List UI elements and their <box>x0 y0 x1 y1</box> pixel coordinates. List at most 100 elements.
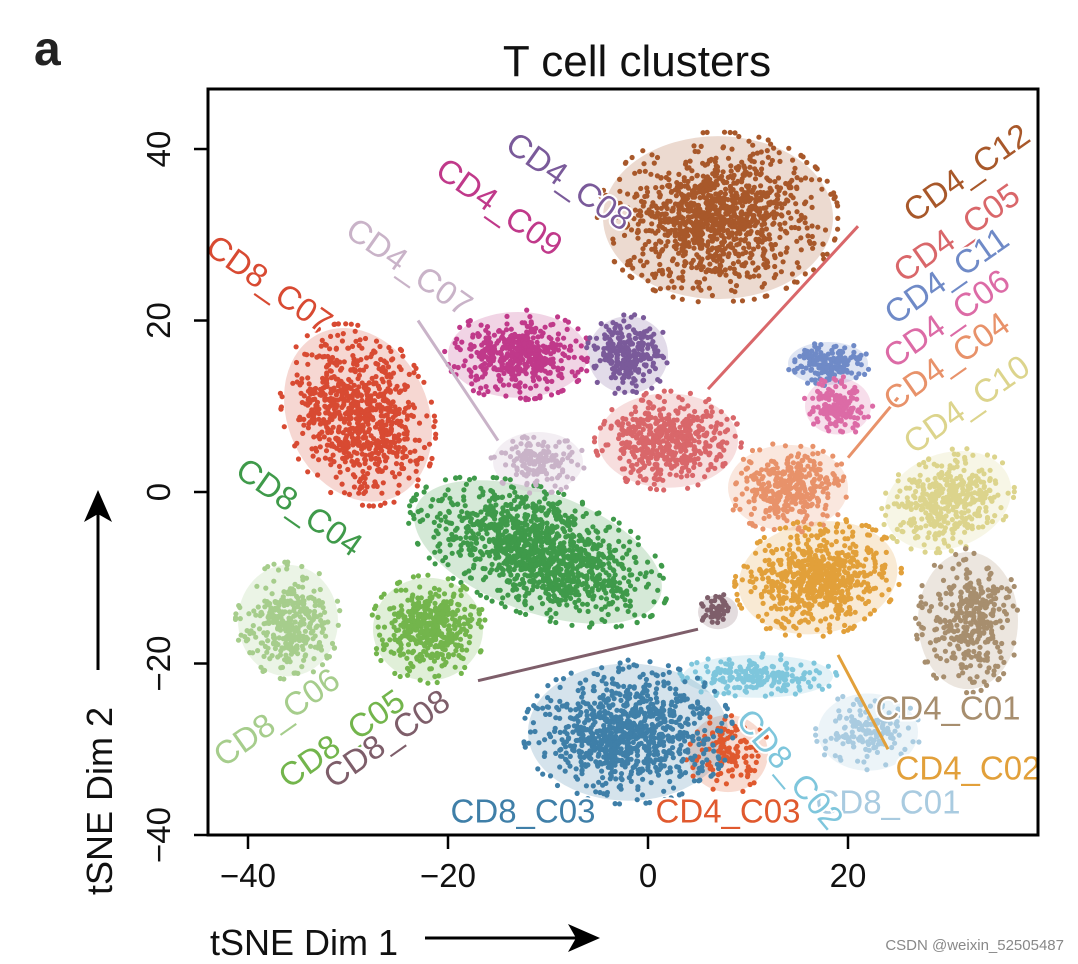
data-point <box>975 623 981 629</box>
data-point <box>657 476 663 482</box>
data-point <box>825 551 831 557</box>
data-point <box>762 293 768 299</box>
data-point <box>705 255 711 261</box>
data-point <box>1001 659 1007 666</box>
data-point <box>567 753 573 760</box>
data-point <box>653 672 659 678</box>
data-point <box>840 741 846 747</box>
data-point <box>736 272 742 278</box>
data-point <box>835 733 841 739</box>
data-point <box>829 366 835 372</box>
data-point <box>663 416 669 422</box>
data-point <box>708 763 714 770</box>
data-point <box>941 674 947 680</box>
data-point <box>866 747 872 753</box>
data-point <box>710 171 716 177</box>
data-point <box>851 415 857 421</box>
data-point <box>653 241 659 247</box>
data-point <box>617 784 623 790</box>
data-point <box>690 285 696 291</box>
data-point <box>647 211 653 217</box>
data-point <box>721 691 727 697</box>
data-point <box>659 705 665 711</box>
data-point <box>692 211 698 217</box>
data-point <box>679 246 685 252</box>
data-point <box>950 607 956 613</box>
data-point <box>822 543 828 550</box>
data-point <box>886 587 892 593</box>
data-point <box>619 466 626 472</box>
data-point <box>789 271 796 277</box>
data-point <box>849 390 855 396</box>
data-point <box>695 299 701 305</box>
data-point <box>707 217 713 223</box>
data-point <box>672 426 678 432</box>
data-point <box>760 600 766 607</box>
data-point <box>596 743 603 749</box>
data-point <box>788 465 794 471</box>
data-point <box>911 493 917 499</box>
data-point <box>641 392 647 398</box>
data-point <box>665 285 671 291</box>
data-point <box>830 590 836 597</box>
data-point <box>961 624 967 630</box>
data-point <box>698 689 704 695</box>
data-point <box>774 465 780 471</box>
data-point <box>751 273 757 279</box>
data-point <box>987 467 993 473</box>
data-point <box>976 654 982 660</box>
data-point <box>777 600 783 607</box>
data-point <box>577 680 583 686</box>
data-point <box>751 780 757 786</box>
data-point <box>883 490 889 496</box>
data-point <box>780 512 786 518</box>
data-point <box>962 584 968 590</box>
data-point <box>688 260 695 266</box>
data-point <box>883 762 889 768</box>
data-point <box>728 729 735 735</box>
data-point <box>934 463 940 469</box>
data-point <box>748 228 754 234</box>
data-point <box>788 184 794 190</box>
data-point <box>712 688 718 694</box>
data-point <box>583 750 590 757</box>
data-point <box>658 765 664 771</box>
data-point <box>924 659 931 665</box>
data-point <box>999 640 1005 647</box>
data-point <box>669 719 676 725</box>
data-point <box>659 416 665 422</box>
data-point <box>777 185 784 191</box>
data-point <box>990 612 996 619</box>
data-point <box>772 179 778 185</box>
data-point <box>828 356 834 362</box>
data-point <box>798 509 805 515</box>
data-point <box>753 168 760 174</box>
data-point <box>798 247 804 253</box>
data-point <box>997 649 1003 655</box>
data-point <box>658 239 664 245</box>
data-point <box>626 443 632 449</box>
data-point <box>731 266 737 272</box>
data-point <box>714 777 720 784</box>
data-point <box>817 543 823 549</box>
data-point <box>795 461 801 467</box>
data-point <box>710 786 716 792</box>
data-point <box>747 255 753 261</box>
data-point <box>629 154 635 161</box>
data-point <box>669 726 676 732</box>
data-point <box>792 497 798 503</box>
data-point <box>821 577 827 583</box>
data-point <box>784 671 790 677</box>
data-point <box>1001 671 1007 677</box>
data-point <box>977 644 983 650</box>
data-point <box>617 735 624 741</box>
data-point <box>820 252 826 258</box>
data-point <box>547 711 553 718</box>
data-point <box>851 343 857 349</box>
data-point <box>719 720 725 726</box>
data-point <box>724 427 731 433</box>
data-point <box>777 221 783 228</box>
data-point <box>750 151 756 157</box>
data-point <box>578 759 584 765</box>
data-point <box>770 561 776 567</box>
